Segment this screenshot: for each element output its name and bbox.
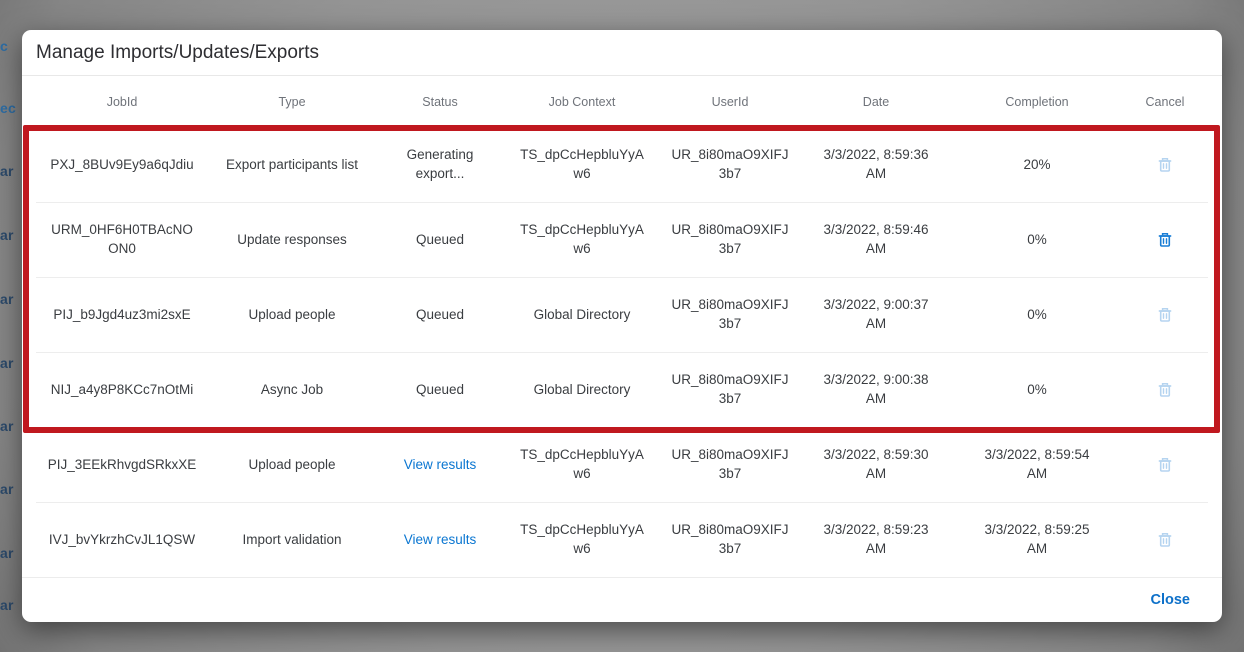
dialog-footer: Close — [22, 577, 1222, 622]
column-header-userid: UserId — [711, 94, 749, 109]
cancel-job-button[interactable] — [1152, 227, 1178, 254]
cell-status: Queued — [415, 381, 465, 397]
background-text-fragment: ar — [0, 597, 14, 613]
cell-job-context: Global Directory — [533, 306, 631, 322]
cell-userid: UR_8i80maO9XIFJ3b7 — [671, 447, 789, 481]
cell-completion: 3/3/2022, 8:59:25 AM — [984, 522, 1090, 556]
cell-cancel — [1122, 428, 1208, 502]
cell-type: Async Job — [260, 381, 324, 397]
cell-status[interactable]: View results — [403, 531, 477, 547]
cell-job-context: Global Directory — [533, 381, 631, 397]
cell-status: Queued — [415, 231, 465, 247]
cell-jobid: PIJ_b9Jgd4uz3mi2sxE — [53, 306, 191, 322]
cancel-job-button — [1152, 377, 1178, 404]
table-row: PIJ_3EEkRhvgdSRkxXE Upload people View r… — [36, 428, 1208, 503]
trash-icon — [1158, 232, 1172, 247]
trash-icon — [1158, 532, 1172, 547]
cell-job-context: TS_dpCcHepbluYyAw6 — [520, 147, 644, 181]
column-header-jobcontext: Job Context — [548, 94, 616, 109]
manage-jobs-dialog: Manage Imports/Updates/Exports JobId Typ… — [22, 30, 1222, 622]
cell-completion: 20% — [1023, 156, 1051, 172]
column-header-date: Date — [862, 94, 890, 109]
trash-icon — [1158, 382, 1172, 397]
cell-jobid: URM_0HF6H0TBAcNOON0 — [51, 222, 193, 256]
background-text-fragment: ar — [0, 545, 14, 561]
cell-status: Generating export... — [406, 147, 474, 181]
background-text-fragment: ar — [0, 227, 14, 243]
cell-type: Import validation — [242, 531, 342, 547]
cancel-job-button — [1152, 302, 1178, 329]
cancel-job-button — [1152, 152, 1178, 179]
table-row: PXJ_8BUv9Ey9a6qJdiu Export participants … — [36, 128, 1208, 203]
column-header-cancel: Cancel — [1145, 94, 1185, 109]
background-text-fragment: c — [0, 38, 8, 54]
cell-userid: UR_8i80maO9XIFJ3b7 — [671, 372, 789, 406]
trash-icon — [1158, 307, 1172, 322]
cell-userid: UR_8i80maO9XIFJ3b7 — [671, 222, 789, 256]
cell-job-context: TS_dpCcHepbluYyAw6 — [520, 222, 644, 256]
background-text-fragment: ar — [0, 355, 14, 371]
cell-status: Queued — [415, 306, 465, 322]
cancel-job-button — [1152, 452, 1178, 479]
background-text-fragment: ec — [0, 100, 16, 116]
table-header-row: JobId Type Status Job Context UserId Dat… — [36, 76, 1208, 128]
cell-type: Update responses — [237, 231, 347, 247]
cell-job-context: TS_dpCcHepbluYyAw6 — [520, 522, 644, 556]
jobs-table: JobId Type Status Job Context UserId Dat… — [22, 76, 1222, 577]
cell-cancel — [1122, 503, 1208, 577]
cell-jobid: NIJ_a4y8P8KCc7nOtMi — [50, 381, 194, 397]
cell-userid: UR_8i80maO9XIFJ3b7 — [671, 522, 789, 556]
column-header-status: Status — [422, 94, 458, 109]
dialog-header: Manage Imports/Updates/Exports — [22, 30, 1222, 76]
background-text-fragment: ar — [0, 418, 14, 434]
table-row: NIJ_a4y8P8KCc7nOtMi Async Job Queued Glo… — [36, 353, 1208, 428]
cell-cancel — [1122, 353, 1208, 427]
cell-completion: 0% — [1027, 381, 1047, 397]
background-text-fragment: ar — [0, 481, 14, 497]
cell-date: 3/3/2022, 8:59:30 AM — [823, 447, 929, 481]
trash-icon — [1158, 457, 1172, 472]
table-row: IVJ_bvYkrzhCvJL1QSW Import validation Vi… — [36, 503, 1208, 577]
column-header-completion: Completion — [1005, 94, 1069, 109]
cell-type: Export participants list — [225, 156, 359, 172]
cell-completion: 0% — [1027, 231, 1047, 247]
cell-date: 3/3/2022, 9:00:37 AM — [823, 297, 929, 331]
table-body: PXJ_8BUv9Ey9a6qJdiu Export participants … — [36, 128, 1208, 577]
cell-date: 3/3/2022, 8:59:23 AM — [823, 522, 929, 556]
table-row: URM_0HF6H0TBAcNOON0 Update responses Que… — [36, 203, 1208, 278]
cell-job-context: TS_dpCcHepbluYyAw6 — [520, 447, 644, 481]
trash-icon — [1158, 157, 1172, 172]
cell-type: Upload people — [248, 456, 336, 472]
background-text-fragment: ar — [0, 291, 14, 307]
cell-cancel — [1122, 278, 1208, 352]
cell-type: Upload people — [248, 306, 336, 322]
cell-userid: UR_8i80maO9XIFJ3b7 — [671, 147, 789, 181]
cell-date: 3/3/2022, 8:59:46 AM — [823, 222, 929, 256]
column-header-type: Type — [278, 94, 306, 109]
cell-completion: 0% — [1027, 306, 1047, 322]
cancel-job-button — [1152, 527, 1178, 554]
table-row: PIJ_b9Jgd4uz3mi2sxE Upload people Queued… — [36, 278, 1208, 353]
background-text-fragment: ar — [0, 163, 14, 179]
cell-date: 3/3/2022, 8:59:36 AM — [823, 147, 929, 181]
cell-jobid: IVJ_bvYkrzhCvJL1QSW — [48, 531, 196, 547]
cell-date: 3/3/2022, 9:00:38 AM — [823, 372, 929, 406]
cell-status[interactable]: View results — [403, 456, 477, 472]
cell-jobid: PXJ_8BUv9Ey9a6qJdiu — [50, 156, 194, 172]
cell-completion: 3/3/2022, 8:59:54 AM — [984, 447, 1090, 481]
cell-cancel — [1122, 203, 1208, 277]
column-header-jobid: JobId — [106, 94, 138, 109]
cell-cancel — [1122, 128, 1208, 202]
cell-jobid: PIJ_3EEkRhvgdSRkxXE — [47, 456, 197, 472]
close-button[interactable]: Close — [1150, 592, 1191, 608]
dialog-title: Manage Imports/Updates/Exports — [36, 41, 320, 63]
cell-userid: UR_8i80maO9XIFJ3b7 — [671, 297, 789, 331]
